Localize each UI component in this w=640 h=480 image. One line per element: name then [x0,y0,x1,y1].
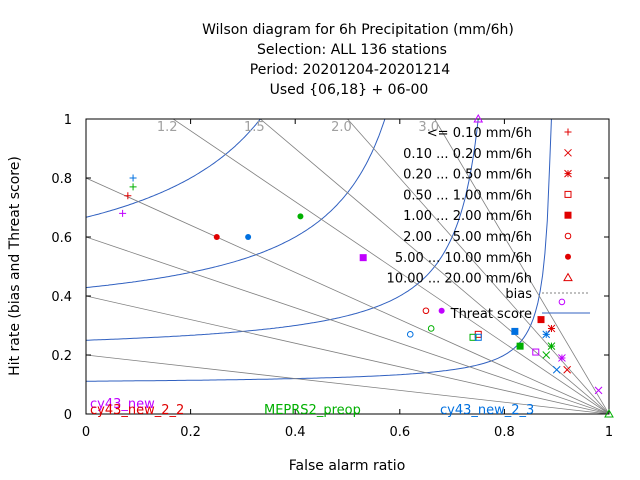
point-s3-t1 [552,365,561,374]
point-s2-t6 [297,213,304,220]
bias-line-5 [86,236,609,414]
title-line-2: Selection: ALL 136 stations [257,42,447,58]
legend-label-5: 2.00 ... 5.00 mm/6h [403,230,532,245]
point-s0-t2 [558,354,566,362]
legend-label-2: 0.20 ... 0.50 mm/6h [403,168,532,183]
point-s2-t0 [129,183,137,191]
point-s2-t4 [516,342,524,350]
bias-lines [86,119,609,414]
point-s3-t0 [129,174,137,182]
bias-label-1: 1.5 [244,120,265,135]
threat-score-curve-4 [86,119,88,120]
x-axis-label: False alarm ratio [289,458,406,474]
point-s1-t5 [422,307,430,315]
x-tick-label-0: 0 [82,425,90,440]
threat-score-curve-2 [86,119,386,289]
bias-line-6 [86,295,609,414]
bias-line-0 [172,119,609,414]
bias-line-3 [434,119,609,414]
legend-label-1: 0.10 ... 0.20 mm/6h [403,147,532,162]
legend-line-label-0: bias [505,287,532,302]
bias-line-7 [86,354,609,414]
point-s1-t1 [563,365,572,374]
title-line-3: Period: 20201204-20201214 [250,62,450,78]
chart-title: Wilson diagram for 6h Precipitation (mm/… [202,22,514,98]
legend-marker-6 [565,253,571,260]
legend-marker-4 [564,211,572,219]
point-s2-t5 [427,325,435,332]
point-s1-t2 [547,324,556,333]
axis-ticks: 0 0.2 0.4 0.6 0.8 1 0 0.2 0.4 0.6 0.8 1 [51,113,613,440]
data-points [119,113,614,418]
threat-score-curve-3 [86,119,261,218]
legend-label-6: 5.00 ... 10.00 mm/6h [395,251,532,266]
title-line-1: Wilson diagram for 6h Precipitation (mm/… [202,22,514,38]
series-label-2: MEPRS2_preop [264,403,361,418]
legend-marker-7 [563,272,573,282]
point-s3-t5 [406,331,414,338]
legend-line-label-1: Threat score [450,307,532,322]
point-s3-t3 [474,333,482,341]
point-s2-t1 [542,351,551,359]
x-tick-label-3: 0.6 [389,425,410,440]
point-s0-t5 [558,298,566,306]
x-tick-label-4: 0.8 [494,425,515,440]
y-tick-label-4: 0.8 [51,172,72,187]
point-s1-t0 [124,192,132,200]
legend: <= 0.10 mm/6h 0.10 ... 0.20 mm/6h 0.20 ...… [387,126,590,322]
legend-label-3: 0.50 ... 1.00 mm/6h [403,188,532,203]
title-line-4: Used {06,18} + 06-00 [270,82,429,98]
point-s2-t3 [469,333,477,341]
bias-label-2: 2.0 [331,120,352,135]
point-s0-t0 [119,209,127,217]
y-tick-label-2: 0.4 [51,290,72,305]
point-s0-t7 [473,113,484,123]
x-tick-label-2: 0.4 [285,425,306,440]
point-s0-t1 [594,386,603,395]
legend-marker-2 [564,169,572,178]
bias-line-4 [86,177,609,414]
x-tick-label-1: 0.2 [180,425,201,440]
y-tick-label-5: 1 [64,113,72,128]
point-s2-t2 [547,342,556,351]
legend-marker-0 [564,128,572,136]
point-s0-t3 [532,348,540,356]
legend-marker-5 [564,232,572,240]
series-label-3: cy43_new_2_3 [440,403,534,418]
point-s3-t2 [542,330,551,339]
legend-label-4: 1.00 ... 2.00 mm/6h [403,209,532,224]
series-label-1: cy43_new_2_2 [90,403,184,418]
bias-label-3: 3.0 [418,120,439,135]
legend-marker-1 [564,148,572,157]
bias-line-1 [259,119,609,414]
legend-marker-3 [564,190,572,198]
point-s3-t4 [511,327,519,335]
plot-frame [85,118,610,415]
point-s0-t6 [438,307,445,314]
point-s1-t4 [537,316,545,324]
bias-labels: 1.2 1.5 2.0 3.0 [157,120,439,135]
legend-label-7: 10.00 ... 20.00 mm/6h [387,272,532,287]
y-tick-label-1: 0.2 [51,349,72,364]
y-tick-label-0: 0 [64,408,72,423]
bias-line-2 [346,119,609,414]
bias-label-0: 1.2 [157,120,178,135]
legend-label-0: <= 0.10 mm/6h [427,126,532,141]
series-label-0: cy43_new [90,397,155,412]
point-s1-t6 [213,234,220,240]
x-tick-label-5: 1 [605,425,613,440]
y-axis-label: Hit rate (bias and Threat score) [7,156,23,376]
threat-score-curve-0 [86,119,552,382]
point-s3-t6 [245,234,252,240]
point-s0-t4 [359,254,367,262]
point-s2-t7 [604,408,614,418]
y-tick-label-3: 0.6 [51,231,72,246]
